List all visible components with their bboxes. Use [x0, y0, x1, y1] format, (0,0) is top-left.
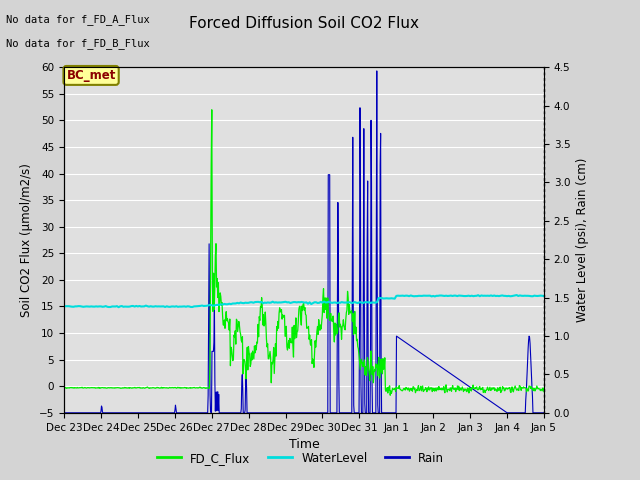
- Y-axis label: Water Level (psi), Rain (cm): Water Level (psi), Rain (cm): [576, 158, 589, 322]
- X-axis label: Time: Time: [289, 438, 319, 451]
- Text: No data for f_FD_B_Flux: No data for f_FD_B_Flux: [6, 38, 150, 49]
- Y-axis label: Soil CO2 Flux (μmol/m2/s): Soil CO2 Flux (μmol/m2/s): [20, 163, 33, 317]
- Text: No data for f_FD_A_Flux: No data for f_FD_A_Flux: [6, 14, 150, 25]
- Title: Forced Diffusion Soil CO2 Flux: Forced Diffusion Soil CO2 Flux: [189, 16, 419, 31]
- Text: BC_met: BC_met: [67, 69, 116, 82]
- Legend: FD_C_Flux, WaterLevel, Rain: FD_C_Flux, WaterLevel, Rain: [152, 447, 449, 469]
